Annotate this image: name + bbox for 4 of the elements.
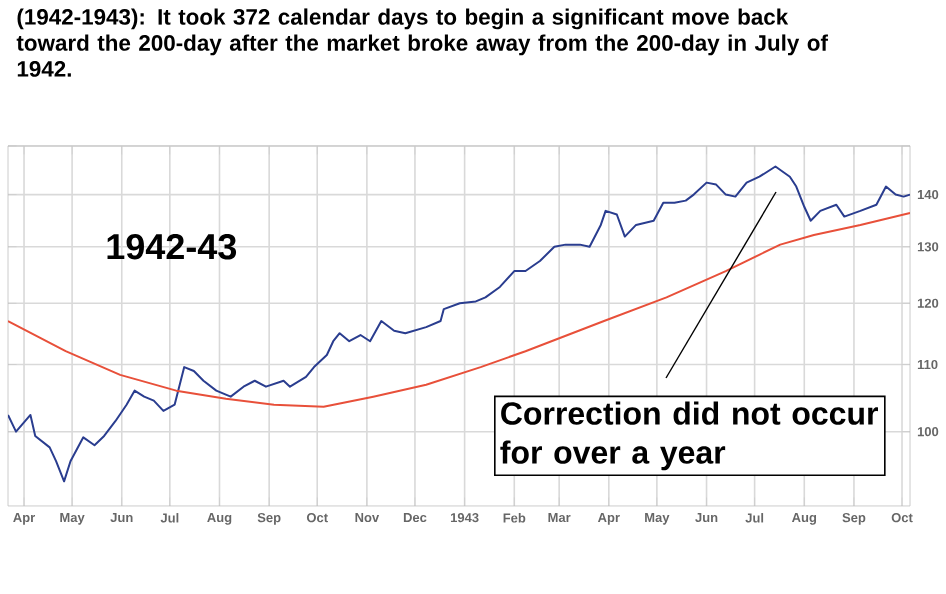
annotation: Correction did not occur for over a year [500, 401, 878, 471]
line-series [8, 165, 911, 483]
chart-title: (1942-1943): It took 372 calendar days to begin a significant move back toward the 200-day after the market broke away from the 200-day in July of 1942. [16, 8, 828, 77]
annotation: 1942-43 [107, 233, 237, 260]
